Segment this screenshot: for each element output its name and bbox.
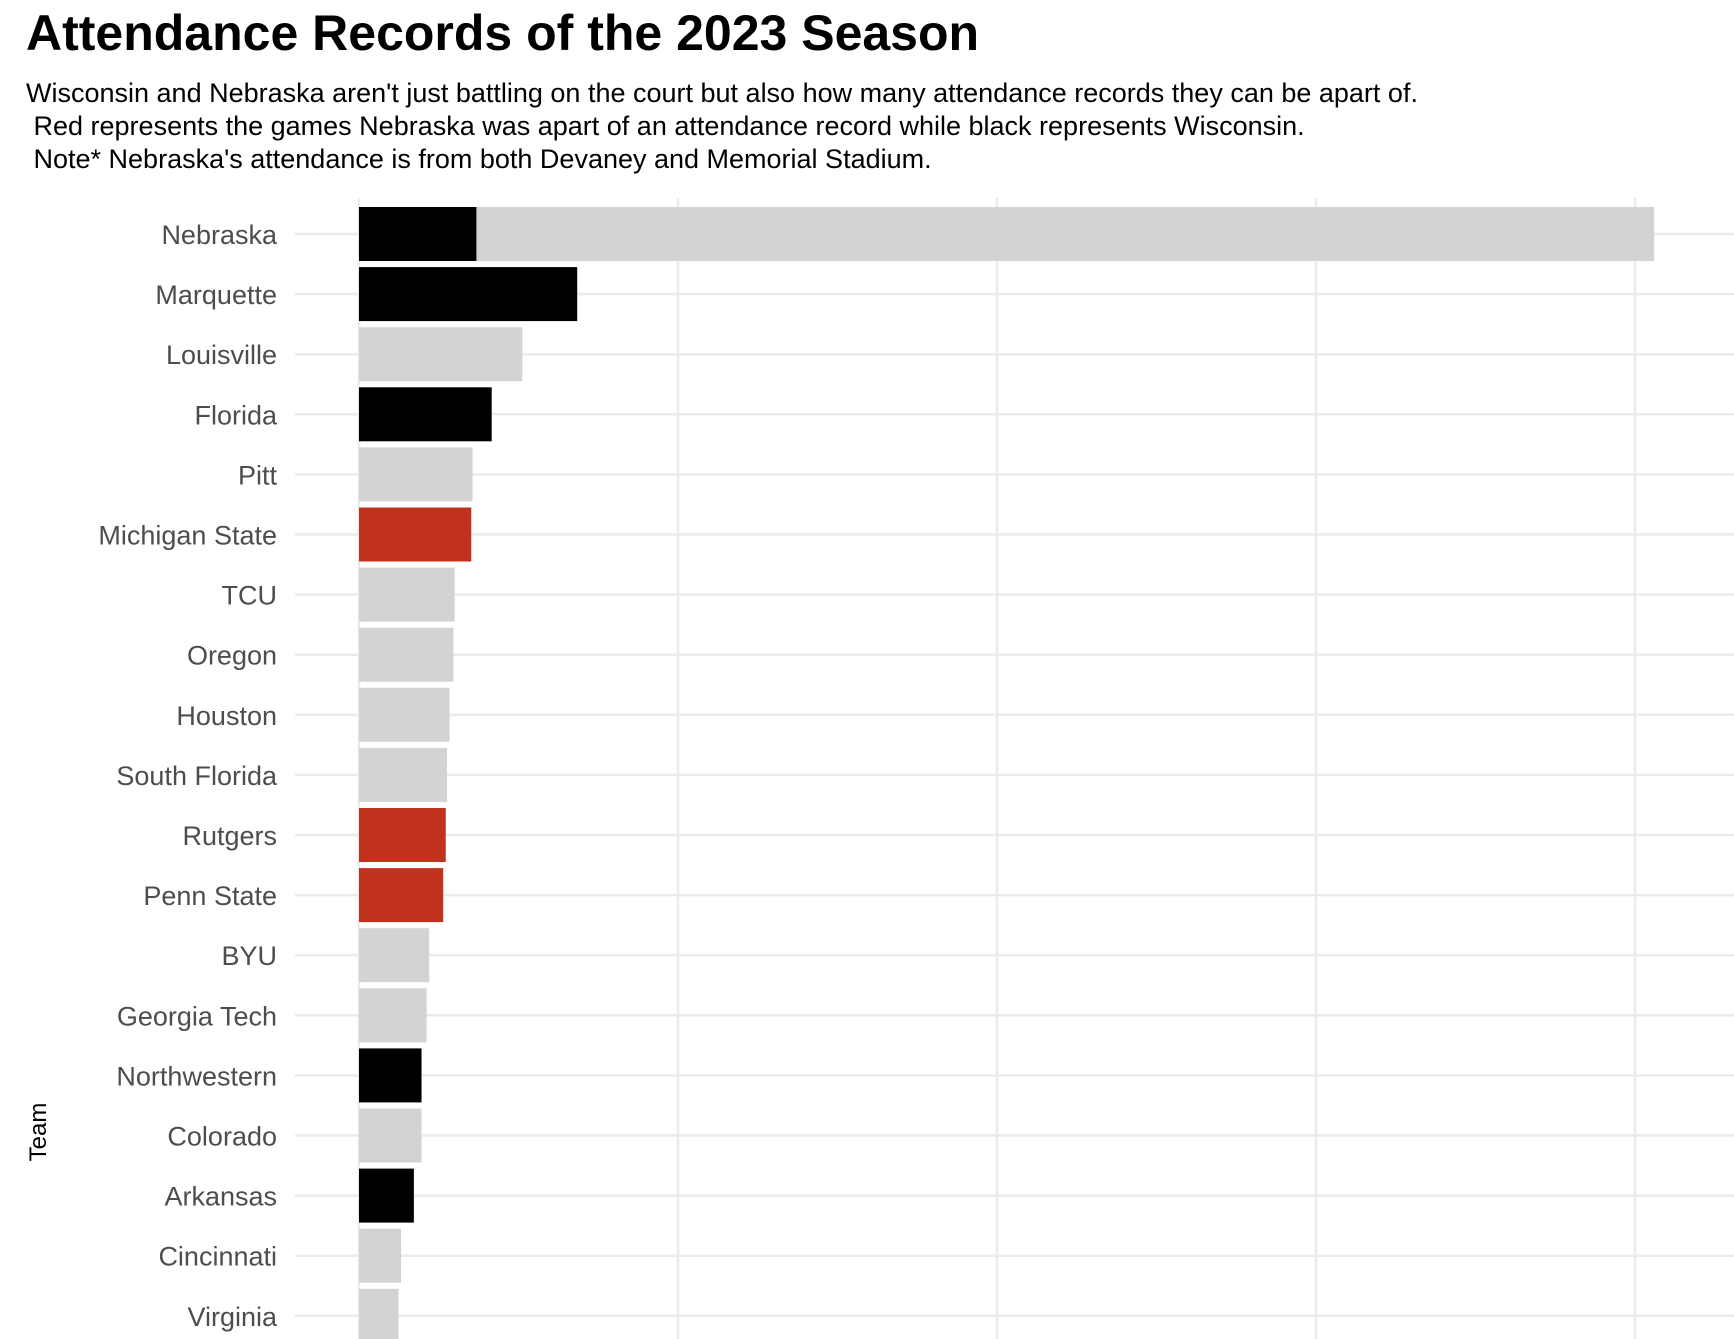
bar-layer (359, 207, 1655, 1339)
bar-penn-state (359, 868, 444, 923)
bar-arkansas (359, 1168, 414, 1223)
y-axis-title: Team (25, 1103, 52, 1162)
bar-georgia-tech (359, 988, 427, 1043)
y-tick-label-south-florida: South Florida (116, 761, 278, 791)
y-tick-label-nebraska: Nebraska (161, 220, 278, 250)
bar-byu (359, 928, 430, 983)
bar-marquette (359, 267, 578, 322)
bar-colorado (359, 1108, 422, 1163)
y-tick-label-virginia: Virginia (187, 1302, 278, 1332)
y-tick-label-cincinnati: Cincinnati (158, 1242, 277, 1272)
y-tick-label-byu: BYU (221, 941, 277, 971)
bar-northwestern (359, 1048, 422, 1103)
bar-overlay-nebraska (359, 207, 477, 261)
y-tick-label-colorado: Colorado (167, 1122, 277, 1152)
chart-subtitle-line-2: Red represents the games Nebraska was ap… (26, 111, 1305, 141)
y-tick-label-louisville: Louisville (166, 340, 277, 370)
bar-louisville (359, 327, 523, 382)
chart-title: Attendance Records of the 2023 Season (26, 5, 980, 61)
bar-nebraska (359, 207, 1655, 261)
y-tick-label-michigan-state: Michigan State (98, 521, 277, 551)
chart-subtitle-line-1: Wisconsin and Nebraska aren't just battl… (26, 78, 1418, 108)
bar-rutgers (359, 808, 446, 862)
bar-tcu (359, 567, 455, 622)
y-tick-label-tcu: TCU (222, 581, 278, 611)
chart-subtitle-line-3: Note* Nebraska's attendance is from both… (26, 144, 932, 174)
bar-houston (359, 687, 450, 742)
y-tick-label-oregon: Oregon (187, 641, 277, 671)
y-tick-label-georgia-tech: Georgia Tech (117, 1001, 277, 1031)
bar-florida (359, 387, 492, 442)
y-tick-label-marquette: Marquette (155, 280, 277, 310)
y-tick-label-houston: Houston (176, 701, 277, 731)
bar-pitt (359, 447, 473, 502)
bar-michigan-state (359, 507, 472, 562)
bar-virginia (359, 1288, 399, 1339)
y-tick-label-pitt: Pitt (238, 460, 278, 490)
y-tick-label-rutgers: Rutgers (182, 821, 277, 851)
y-tick-label-florida: Florida (194, 400, 278, 430)
y-tick-label-arkansas: Arkansas (164, 1182, 277, 1212)
bar-cincinnati (359, 1228, 402, 1283)
y-tick-label-penn-state: Penn State (143, 881, 277, 911)
y-tick-label-northwestern: Northwestern (116, 1061, 277, 1091)
bar-oregon (359, 627, 454, 682)
bar-south-florida (359, 747, 448, 802)
tick-label-layer: Nebraska Marquette Louisville Florida Pitt Mi… (98, 220, 278, 1332)
